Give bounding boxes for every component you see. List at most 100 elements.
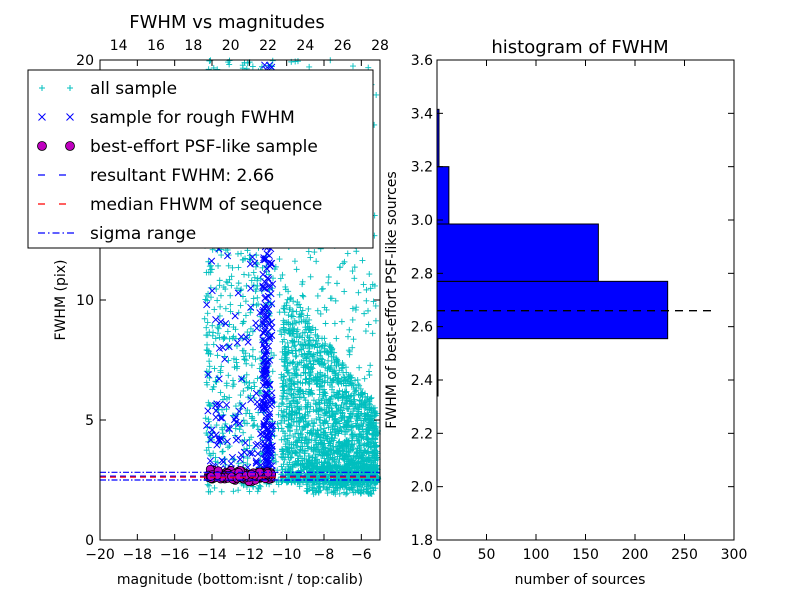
y-tick-label: 3.4 xyxy=(411,106,433,122)
point-all-sample xyxy=(210,450,217,457)
point-all-sample xyxy=(304,443,311,450)
point-sample-for-rough-fwhm xyxy=(268,324,276,332)
point-all-sample xyxy=(318,437,325,444)
point-all-sample xyxy=(213,422,220,429)
point-all-sample xyxy=(310,397,317,404)
point-all-sample xyxy=(218,488,225,495)
scatter-panel: −20 −18 −16 −14 −12 −10 −8 −6 14 16 18 20 22 24 26 28 0 5… xyxy=(27,12,389,588)
point-all-sample xyxy=(372,302,379,309)
point-sample-for-rough-fwhm xyxy=(269,280,277,288)
point-all-sample xyxy=(215,325,222,332)
point-all-sample xyxy=(338,318,345,325)
point-all-sample xyxy=(342,431,349,438)
point-all-sample xyxy=(311,249,318,256)
point-all-sample xyxy=(218,252,225,259)
point-all-sample xyxy=(316,386,323,393)
y-tick-label: 2.2 xyxy=(411,426,433,442)
point-all-sample xyxy=(325,279,332,286)
point-all-sample xyxy=(216,312,223,319)
point-sample-for-rough-fwhm xyxy=(206,457,214,465)
point-all-sample xyxy=(312,400,319,407)
point-all-sample xyxy=(293,319,300,326)
series-sample-for-rough-fwhm xyxy=(203,61,277,482)
point-all-sample xyxy=(299,388,306,395)
point-all-sample xyxy=(279,466,286,473)
point-all-sample xyxy=(203,347,210,354)
point-all-sample xyxy=(336,444,343,451)
point-all-sample xyxy=(247,309,254,316)
point-all-sample xyxy=(302,324,309,331)
point-all-sample xyxy=(324,349,331,356)
point-all-sample xyxy=(312,374,319,381)
point-all-sample xyxy=(353,468,360,475)
point-sample-for-rough-fwhm xyxy=(248,253,256,261)
point-all-sample xyxy=(322,320,329,327)
point-all-sample xyxy=(235,264,242,271)
legend-item: sigma range xyxy=(38,224,196,244)
point-all-sample xyxy=(292,353,299,360)
point-all-sample xyxy=(301,329,308,336)
point-all-sample xyxy=(334,425,341,432)
point-all-sample xyxy=(248,362,255,369)
point-all-sample xyxy=(306,326,313,333)
point-all-sample xyxy=(233,365,240,372)
point-all-sample xyxy=(320,432,327,439)
point-all-sample xyxy=(236,426,243,433)
point-sample-for-rough-fwhm xyxy=(263,347,271,355)
point-all-sample xyxy=(312,488,319,495)
point-all-sample xyxy=(282,441,289,448)
point-all-sample xyxy=(345,449,352,456)
point-all-sample xyxy=(245,384,252,391)
point-all-sample xyxy=(214,324,221,331)
point-all-sample xyxy=(368,394,375,401)
point-all-sample xyxy=(276,291,283,298)
point-all-sample xyxy=(235,487,242,494)
point-all-sample xyxy=(250,379,257,386)
point-all-sample xyxy=(296,319,303,326)
point-all-sample xyxy=(334,448,341,455)
point-all-sample xyxy=(248,385,255,392)
point-all-sample xyxy=(219,406,226,413)
point-all-sample xyxy=(237,392,244,399)
point-sample-for-rough-fwhm xyxy=(212,316,220,324)
point-all-sample xyxy=(270,488,277,495)
point-all-sample xyxy=(225,262,232,269)
point-sample-for-rough-fwhm xyxy=(263,390,271,398)
point-all-sample xyxy=(304,404,311,411)
point-all-sample xyxy=(351,405,358,412)
point-all-sample xyxy=(344,421,351,428)
scatter-y-axis-label: FWHM (pix) xyxy=(53,260,69,341)
point-all-sample xyxy=(342,482,349,489)
point-all-sample xyxy=(304,488,311,495)
scatter-x-axis-label: magnitude (bottom:isnt / top:calib) xyxy=(117,572,363,588)
point-all-sample xyxy=(297,304,304,311)
point-all-sample xyxy=(343,388,350,395)
point-all-sample xyxy=(297,394,304,401)
point-all-sample xyxy=(208,294,215,301)
point-all-sample xyxy=(333,429,340,436)
point-all-sample xyxy=(365,442,372,449)
point-all-sample xyxy=(241,356,248,363)
point-all-sample xyxy=(329,443,336,450)
point-all-sample xyxy=(324,486,331,493)
point-sample-for-rough-fwhm xyxy=(247,303,255,311)
x-tick-label: −16 xyxy=(160,547,190,563)
point-all-sample xyxy=(282,378,289,385)
point-all-sample xyxy=(321,455,328,462)
point-all-sample xyxy=(328,431,335,438)
point-all-sample xyxy=(365,490,372,497)
point-all-sample xyxy=(361,310,368,317)
point-all-sample xyxy=(290,433,297,440)
point-all-sample xyxy=(344,490,351,497)
point-all-sample xyxy=(302,434,309,441)
y-tick-label: 2.8 xyxy=(411,266,433,282)
point-all-sample xyxy=(281,436,288,443)
point-all-sample xyxy=(287,385,294,392)
point-all-sample xyxy=(337,414,344,421)
point-all-sample xyxy=(322,410,329,417)
point-all-sample xyxy=(348,481,355,488)
point-all-sample xyxy=(257,483,264,490)
y-tick-label: 5 xyxy=(85,413,94,429)
point-all-sample xyxy=(355,488,362,495)
point-all-sample xyxy=(349,423,356,430)
